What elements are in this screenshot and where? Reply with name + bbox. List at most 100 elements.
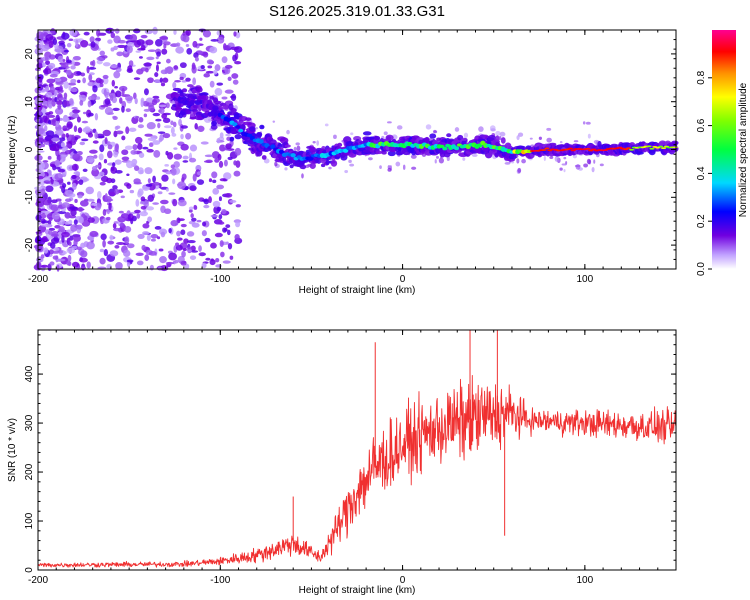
- spectrogram-noise-blob: [109, 94, 114, 101]
- spectrogram-noise-blob: [161, 113, 168, 119]
- spectrogram-noise-blob: [106, 263, 112, 270]
- spectrogram-noise-blob: [186, 231, 195, 237]
- spectrogram-ridge-halo: [194, 114, 204, 121]
- spectrogram-noise-blob: [168, 252, 177, 261]
- spectrogram-noise-blob: [102, 62, 111, 67]
- spectrogram-noise-blob: [50, 237, 60, 244]
- spectrogram-noise-blob: [98, 135, 105, 139]
- spectrogram-noise-blob: [212, 179, 217, 184]
- spectrogram-noise-blob: [157, 122, 161, 129]
- spectrogram-ridge-core: [567, 147, 573, 150]
- spectrogram-noise-blob: [49, 261, 55, 266]
- spectrogram-noise-blob: [144, 254, 150, 261]
- spectrogram-noise-blob: [104, 137, 108, 145]
- spectrogram-noise-blob: [471, 154, 478, 157]
- spectrogram-noise-blob: [383, 131, 388, 136]
- spectrogram-noise-blob: [102, 239, 106, 248]
- spectrogram-noise-blob: [233, 170, 241, 177]
- spectrogram-noise-blob: [116, 51, 124, 57]
- spectrogram-noise-blob: [194, 56, 199, 62]
- spectrogram-noise-blob: [163, 43, 167, 49]
- spectrogram-noise-blob: [87, 132, 94, 138]
- spectrogram-noise-blob: [140, 99, 144, 108]
- spectrogram-noise-blob: [151, 99, 158, 106]
- spectrogram-noise-blob: [89, 149, 98, 154]
- spectrogram-noise-blob: [85, 186, 94, 195]
- spectrogram-noise-blob: [499, 131, 506, 137]
- spectrogram-noise-blob: [71, 163, 79, 171]
- spectrogram-noise-blob: [179, 76, 184, 81]
- spectrogram-noise-blob: [198, 245, 202, 252]
- spectrogram-noise-blob: [47, 114, 56, 118]
- spectrogram-noise-blob: [67, 82, 77, 86]
- spectrogram-noise-blob: [136, 260, 144, 266]
- spectrogram-noise-blob: [137, 124, 144, 129]
- spectrogram-noise-blob: [219, 132, 224, 139]
- spectrogram-noise-blob: [158, 248, 164, 252]
- spectrogram-noise-blob: [146, 148, 154, 153]
- spectrogram-noise-blob: [68, 38, 74, 42]
- spectrogram-noise-blob: [67, 254, 72, 262]
- spectrogram-noise-blob: [554, 156, 559, 162]
- spectrogram-noise-blob: [35, 214, 42, 222]
- spectrogram-noise-blob: [55, 247, 60, 251]
- spectrogram-ridge-halo: [198, 92, 208, 96]
- spectrogram-noise-blob: [235, 31, 241, 39]
- spectrogram-ridge-halo: [248, 126, 256, 132]
- spectrogram-noise-blob: [147, 178, 151, 184]
- spectrogram-ridge-core: [655, 146, 661, 149]
- spectrogram-noise-blob: [196, 219, 202, 223]
- spectrogram-y-tick-label-10: 10: [24, 96, 35, 108]
- spectrogram-noise-blob: [433, 129, 437, 133]
- spectrogram-noise-blob: [156, 51, 161, 57]
- spectrogram-noise-blob: [65, 198, 72, 203]
- spectrogram-noise-blob: [78, 216, 84, 224]
- spectrogram-noise-blob: [219, 178, 227, 182]
- spectrogram-noise-blob: [61, 202, 70, 208]
- spectrogram-noise-blob: [110, 32, 116, 39]
- spectrogram-noise-blob: [44, 56, 49, 61]
- spectrogram-noise-blob: [120, 195, 125, 199]
- spectrogram-ridge-halo: [222, 104, 230, 110]
- spectrogram-noise-blob: [140, 34, 148, 39]
- spectrogram-noise-blob: [123, 249, 131, 257]
- spectrogram-noise-blob: [142, 100, 150, 107]
- spectrogram-noise-blob: [95, 96, 101, 100]
- spectrogram-noise-blob: [180, 143, 189, 151]
- spectrogram-noise-blob: [224, 89, 234, 94]
- spectrogram-noise-blob: [212, 187, 220, 195]
- spectrogram-noise-blob: [41, 220, 49, 224]
- spectrogram-noise-blob: [155, 39, 163, 47]
- spectrogram-noise-blob: [103, 91, 111, 96]
- spectrogram-noise-blob: [133, 181, 143, 185]
- spectrogram-ridge-halo: [462, 137, 467, 141]
- spectrogram-noise-blob: [98, 171, 105, 176]
- spectrogram-noise-blob: [214, 64, 221, 72]
- spectrogram-noise-blob: [41, 115, 48, 123]
- spectrogram-noise-blob: [50, 28, 56, 35]
- spectrogram-noise-blob: [86, 198, 95, 202]
- spectrogram-noise-blob: [176, 230, 181, 237]
- spectrogram-noise-blob: [117, 39, 126, 44]
- spectrogram-noise-blob: [132, 144, 138, 151]
- spectrogram-noise-blob: [490, 128, 496, 132]
- spectrogram-noise-blob: [102, 76, 109, 85]
- spectrogram-noise-blob: [112, 223, 117, 229]
- spectrogram-noise-blob: [170, 219, 178, 227]
- spectrogram-ridge-core: [658, 145, 664, 148]
- spectrogram-noise-blob: [188, 157, 197, 163]
- spectrogram-noise-blob: [70, 209, 77, 216]
- spectrogram-noise-blob: [73, 239, 78, 246]
- spectrogram-ridge-halo: [495, 135, 500, 142]
- spectrogram-noise-blob: [143, 108, 151, 112]
- spectrogram-noise-blob: [45, 33, 54, 42]
- snr-y-axis-label: SNR (10 * v/v): [7, 418, 18, 482]
- spectrogram-ridge-halo: [337, 142, 343, 147]
- spectrogram-ridge-core: [541, 149, 547, 151]
- spectrogram-noise-blob: [192, 77, 197, 86]
- spectrogram-noise-blob: [41, 210, 49, 213]
- spectrogram-noise-blob: [436, 155, 439, 159]
- spectrogram-noise-blob: [454, 127, 460, 132]
- spectrogram-noise-blob: [263, 158, 270, 164]
- spectrogram-noise-blob: [119, 222, 125, 228]
